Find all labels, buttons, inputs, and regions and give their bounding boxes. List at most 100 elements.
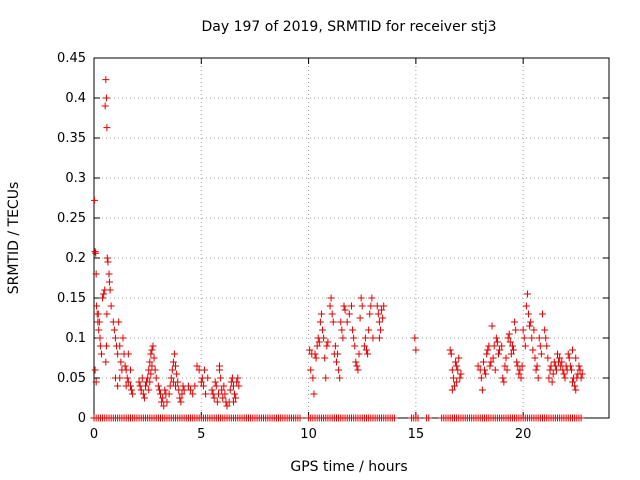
data-point xyxy=(178,390,186,398)
data-point xyxy=(204,374,212,382)
data-point xyxy=(351,342,359,350)
data-point xyxy=(105,270,113,278)
data-point xyxy=(341,306,349,314)
data-point xyxy=(414,414,422,422)
data-point xyxy=(307,366,315,374)
data-point xyxy=(474,362,482,370)
data-point xyxy=(148,362,156,370)
data-point xyxy=(223,402,231,410)
data-point xyxy=(90,196,98,204)
data-point xyxy=(554,350,561,358)
data-point xyxy=(99,294,107,302)
data-point xyxy=(218,386,226,394)
data-point xyxy=(556,354,564,362)
data-point xyxy=(316,318,324,326)
data-point xyxy=(368,294,376,302)
data-point xyxy=(220,382,228,390)
data-point xyxy=(529,346,537,354)
data-point xyxy=(309,374,317,382)
data-point xyxy=(92,270,100,278)
data-point xyxy=(548,378,556,386)
data-point xyxy=(93,302,101,310)
data-point xyxy=(233,378,241,386)
data-point xyxy=(374,310,382,318)
data-point xyxy=(448,386,456,394)
data-point xyxy=(577,374,585,382)
data-point xyxy=(135,378,143,386)
data-point xyxy=(451,382,458,390)
data-point xyxy=(507,350,515,358)
data-point xyxy=(489,354,497,362)
data-point xyxy=(454,366,462,374)
y-tick-label: 0.45 xyxy=(57,51,86,66)
data-point xyxy=(543,342,551,350)
data-point xyxy=(380,302,388,310)
data-point xyxy=(521,342,529,350)
data-point xyxy=(479,358,487,366)
data-point xyxy=(360,342,368,350)
data-point xyxy=(201,366,209,374)
data-point xyxy=(172,362,180,370)
data-point xyxy=(142,382,149,390)
data-point xyxy=(565,354,573,362)
data-point xyxy=(150,354,158,362)
data-point xyxy=(137,386,145,394)
data-point xyxy=(172,382,180,390)
data-point xyxy=(338,326,346,334)
data-point xyxy=(484,346,492,354)
data-point xyxy=(365,326,373,334)
data-point xyxy=(312,354,320,362)
data-point xyxy=(526,322,534,330)
data-point xyxy=(146,358,154,366)
data-point xyxy=(321,354,329,362)
data-point xyxy=(378,306,386,314)
data-point xyxy=(537,350,545,358)
data-point xyxy=(151,366,159,374)
data-point xyxy=(561,374,569,382)
data-point xyxy=(340,302,348,310)
data-point xyxy=(449,374,457,382)
data-point xyxy=(313,342,321,350)
data-point xyxy=(159,394,167,402)
data-point xyxy=(211,378,219,386)
data-point xyxy=(176,394,184,402)
data-point xyxy=(481,366,489,374)
data-point xyxy=(446,346,454,354)
data-point xyxy=(528,334,536,342)
data-point xyxy=(373,302,381,310)
data-point xyxy=(91,366,99,374)
data-point xyxy=(114,350,122,358)
axis-ticks: 0 0.05 0.1 0.15 0.2 0.25 0.3 0.35 0.4 0.45 0 5 10 15 2… xyxy=(57,51,609,442)
data-point xyxy=(123,374,131,382)
data-point xyxy=(503,366,511,374)
data-point xyxy=(352,358,360,366)
data-point xyxy=(332,358,340,366)
data-point xyxy=(124,350,132,358)
data-point xyxy=(452,358,460,366)
data-point xyxy=(456,374,464,382)
data-point xyxy=(140,394,148,402)
data-point xyxy=(530,326,538,334)
data-point xyxy=(320,334,328,342)
data-point xyxy=(482,370,490,378)
data-point xyxy=(496,346,504,354)
data-point xyxy=(486,362,494,370)
data-point xyxy=(306,346,314,354)
data-point xyxy=(149,342,157,350)
data-point xyxy=(173,370,181,378)
data-point xyxy=(519,326,527,334)
data-point xyxy=(148,346,156,354)
data-point xyxy=(116,374,124,382)
data-point xyxy=(364,350,372,358)
data-point xyxy=(534,374,542,382)
data-point xyxy=(147,350,155,358)
data-point xyxy=(517,374,525,382)
data-point xyxy=(147,370,155,378)
data-point xyxy=(577,414,585,422)
data-point xyxy=(212,382,220,390)
data-point xyxy=(369,334,377,342)
data-point xyxy=(511,318,519,326)
y-tick-label: 0 xyxy=(78,411,86,426)
data-point xyxy=(104,258,112,266)
data-point xyxy=(96,334,104,342)
